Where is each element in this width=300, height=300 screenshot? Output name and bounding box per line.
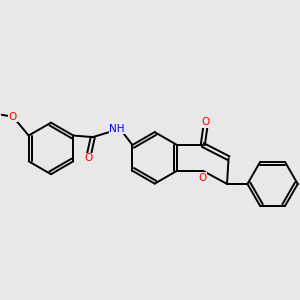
Text: O: O <box>9 112 17 122</box>
Text: O: O <box>84 154 92 164</box>
Text: O: O <box>202 117 210 127</box>
Text: NH: NH <box>109 124 125 134</box>
Text: O: O <box>199 173 207 183</box>
